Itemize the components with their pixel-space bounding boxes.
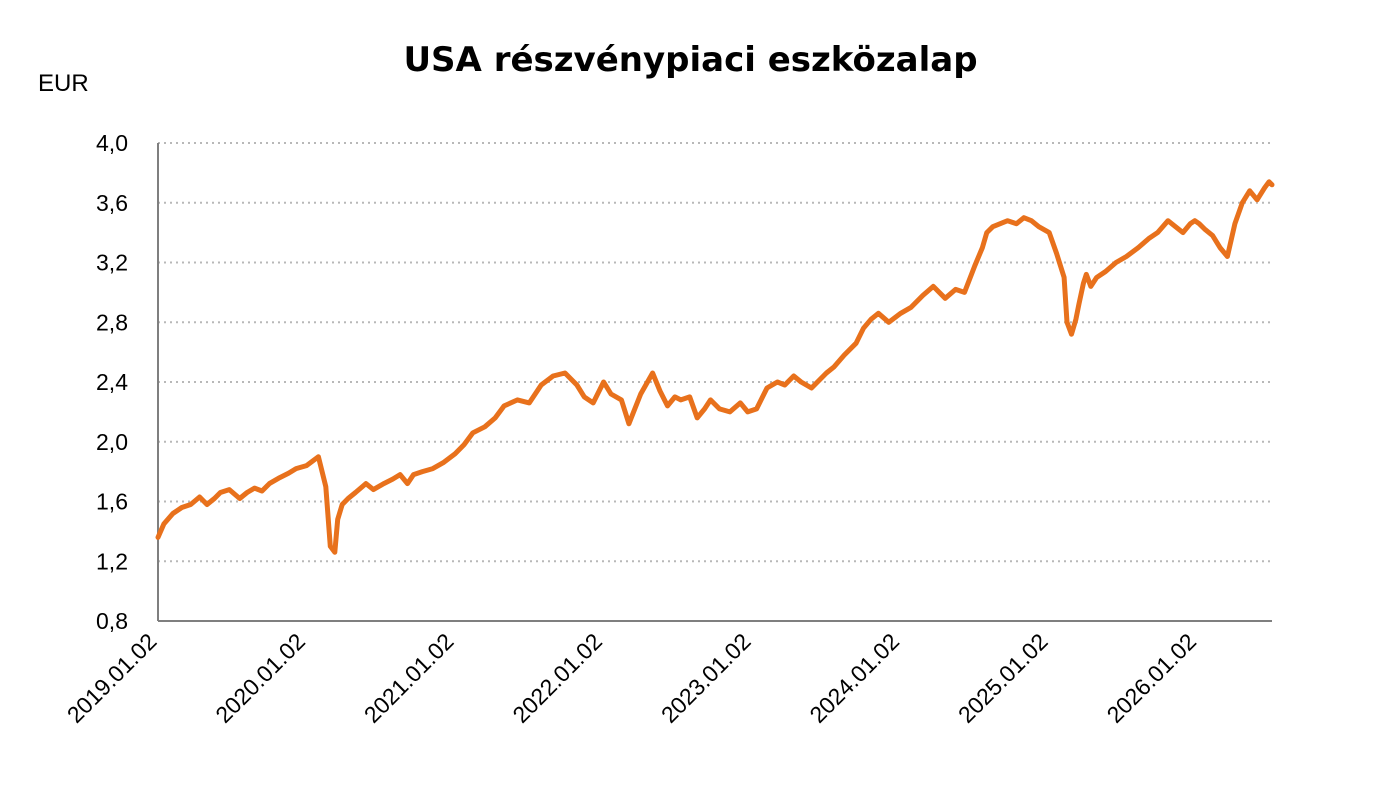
- y-tick-label: 1,2: [96, 548, 128, 574]
- x-tick-label: 2025.01.02: [953, 628, 1053, 728]
- y-tick-label: 2,4: [96, 369, 128, 395]
- y-tick-label: 2,0: [96, 429, 128, 455]
- x-axis-ticks: 2019.01.02 2020.01.02 2021.01.02 2022.01.02…: [62, 628, 1202, 728]
- series-group: [155, 179, 1275, 555]
- axes: [157, 143, 1272, 622]
- y-tick-label: 1,6: [96, 489, 128, 515]
- series-line: [155, 179, 1275, 555]
- x-tick-label: 2021.01.02: [359, 628, 459, 728]
- y-tick-label: 2,8: [96, 309, 128, 335]
- y-tick-label: 3,6: [96, 190, 128, 216]
- x-tick-label: 2020.01.02: [210, 628, 310, 728]
- x-tick-label: 2024.01.02: [804, 628, 904, 728]
- y-tick-label: 0,8: [96, 608, 128, 634]
- x-tick-label: 2026.01.02: [1101, 628, 1201, 728]
- y-tick-label: 3,2: [96, 250, 128, 276]
- x-tick-label: 2023.01.02: [656, 628, 756, 728]
- y-tick-label: 4,0: [96, 130, 128, 156]
- y-axis-unit-label: EUR: [38, 70, 89, 97]
- x-tick-label: 2019.01.02: [62, 628, 162, 728]
- y-axis-ticks: 0,8 1,2 1,6 2,0 2,4 2,8 3,2 3,6 4,0: [96, 130, 128, 634]
- x-tick-label: 2022.01.02: [507, 628, 607, 728]
- chart-title: USA részvénypiaci eszközalap: [403, 40, 978, 80]
